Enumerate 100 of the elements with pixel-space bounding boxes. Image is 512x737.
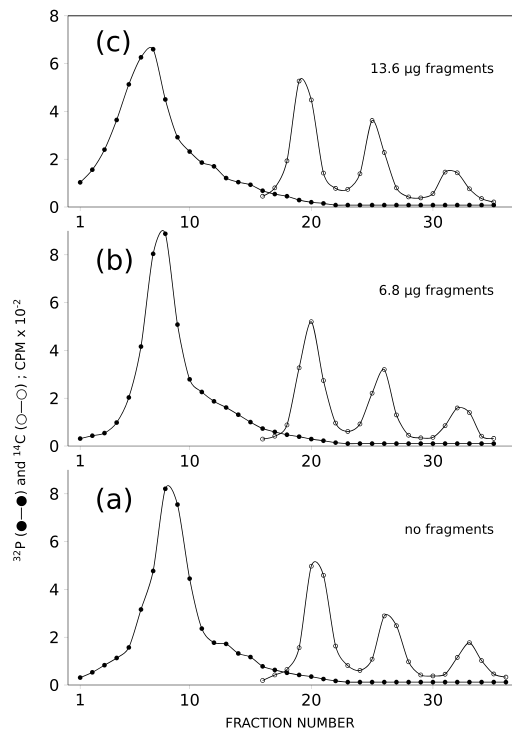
point bbox=[467, 640, 472, 646]
point bbox=[296, 434, 302, 440]
point bbox=[126, 645, 132, 650]
x-tick-label: 1 bbox=[76, 694, 84, 706]
x-tick-label: 10 bbox=[181, 454, 199, 467]
point bbox=[358, 668, 362, 673]
point bbox=[370, 441, 374, 446]
x-tick-label: 20 bbox=[302, 216, 320, 228]
point bbox=[260, 664, 265, 669]
point bbox=[418, 196, 424, 200]
point bbox=[394, 412, 399, 418]
point bbox=[308, 564, 314, 569]
point bbox=[394, 680, 399, 684]
point bbox=[467, 441, 472, 446]
point bbox=[150, 568, 156, 574]
point bbox=[454, 655, 460, 660]
point bbox=[454, 441, 460, 446]
point bbox=[394, 186, 399, 190]
point bbox=[90, 670, 95, 675]
point bbox=[418, 680, 424, 684]
point bbox=[333, 202, 338, 208]
point bbox=[370, 390, 374, 396]
point bbox=[345, 663, 350, 668]
point bbox=[78, 180, 82, 185]
point bbox=[272, 672, 278, 678]
point bbox=[454, 170, 460, 176]
point bbox=[430, 191, 436, 196]
point bbox=[224, 176, 228, 180]
annotation: no fragments bbox=[406, 524, 494, 537]
x-tick-label: 1 bbox=[76, 216, 84, 228]
point bbox=[358, 202, 362, 208]
point bbox=[308, 319, 314, 324]
x-tick-label: 30 bbox=[424, 694, 442, 706]
point bbox=[442, 680, 448, 684]
y-tick-label: 2 bbox=[50, 392, 58, 404]
y-axis-title: $^{32}$P (●—●) and $^{14}$C (○—○) ; CPM x 10$^{-2}$ bbox=[13, 300, 27, 562]
y-tick-label: 4 bbox=[50, 106, 58, 118]
point bbox=[308, 98, 314, 102]
y-tick-label: 4 bbox=[50, 344, 58, 356]
annotation: (a) bbox=[97, 488, 132, 512]
point bbox=[102, 147, 107, 152]
point bbox=[272, 430, 278, 434]
point bbox=[321, 676, 326, 682]
point bbox=[308, 436, 314, 442]
x-tick-label: 20 bbox=[302, 454, 320, 467]
point bbox=[187, 149, 192, 154]
y-tick-label: 0 bbox=[50, 678, 58, 692]
point bbox=[491, 672, 496, 676]
point bbox=[284, 670, 290, 676]
point bbox=[442, 170, 448, 174]
point bbox=[333, 644, 338, 648]
point bbox=[175, 502, 180, 507]
point bbox=[296, 672, 302, 678]
point bbox=[321, 378, 326, 383]
y-tick-label: 4 bbox=[50, 584, 58, 596]
point bbox=[442, 672, 448, 677]
point bbox=[90, 433, 95, 438]
y-tick-label: 8 bbox=[50, 248, 58, 261]
point bbox=[394, 441, 399, 446]
point bbox=[321, 438, 326, 444]
point bbox=[418, 202, 424, 208]
point bbox=[248, 420, 253, 424]
point bbox=[236, 412, 241, 418]
point bbox=[284, 158, 290, 164]
point bbox=[333, 420, 338, 426]
point bbox=[370, 202, 374, 208]
annotation: (c) bbox=[97, 30, 130, 55]
point bbox=[479, 680, 484, 684]
point bbox=[114, 420, 119, 425]
point bbox=[358, 441, 362, 446]
point bbox=[406, 194, 411, 200]
point bbox=[187, 376, 192, 382]
point bbox=[382, 614, 387, 618]
point bbox=[175, 322, 180, 327]
point bbox=[236, 180, 241, 184]
point bbox=[272, 192, 278, 196]
point bbox=[199, 626, 204, 631]
point bbox=[479, 202, 484, 208]
point bbox=[126, 82, 132, 87]
point bbox=[382, 202, 387, 208]
point bbox=[248, 182, 253, 188]
point bbox=[212, 398, 216, 404]
point bbox=[504, 680, 508, 684]
point bbox=[467, 680, 472, 684]
point bbox=[296, 366, 302, 370]
point bbox=[406, 432, 411, 438]
point bbox=[150, 46, 156, 52]
point bbox=[260, 426, 265, 431]
point bbox=[321, 170, 326, 176]
point bbox=[406, 659, 411, 664]
point bbox=[430, 674, 436, 678]
point bbox=[345, 186, 350, 192]
point bbox=[212, 640, 216, 646]
point bbox=[479, 658, 484, 663]
point bbox=[224, 642, 228, 646]
x-tick-label: 30 bbox=[424, 216, 442, 228]
point bbox=[479, 434, 484, 439]
point bbox=[491, 680, 496, 684]
point bbox=[162, 486, 168, 492]
point bbox=[284, 667, 290, 672]
